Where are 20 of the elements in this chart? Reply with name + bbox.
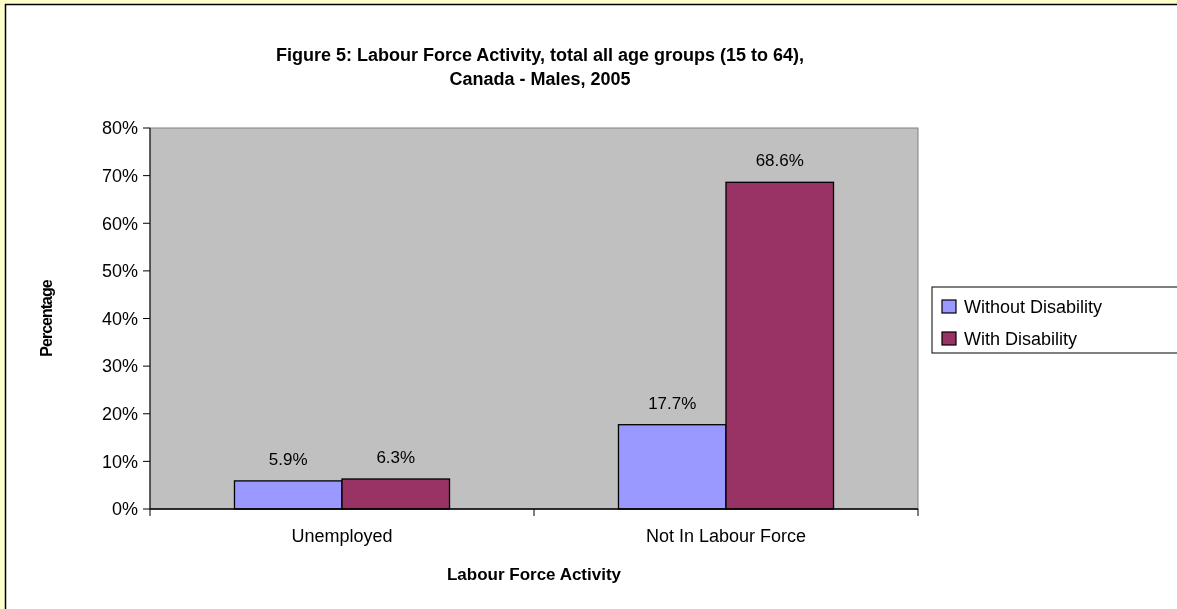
- y-axis-title: Percentage: [38, 279, 55, 357]
- y-tick-label: 20%: [101, 404, 138, 425]
- y-tick-label: 80%: [101, 118, 138, 139]
- y-tick-label: 60%: [101, 213, 138, 234]
- y-tick-label: 40%: [101, 308, 138, 329]
- legend-label: Without Disability: [964, 297, 1103, 317]
- text: 68.6%: [755, 151, 804, 171]
- legend-label: With Disability: [964, 329, 1078, 349]
- y-tick-label: 70%: [101, 165, 138, 186]
- x-tick-label: Not In Labour Force: [645, 526, 807, 546]
- x-axis-title: Labour Force Activity: [446, 565, 622, 584]
- text: 17.7%: [648, 393, 697, 413]
- y-tick-label: 50%: [101, 261, 138, 282]
- text: 6.3%: [376, 448, 416, 467]
- y-tick-label: 30%: [101, 356, 138, 377]
- text: 5.9%: [268, 449, 308, 469]
- x-tick-label: Unemployed: [291, 526, 393, 546]
- y-tick-label: 0%: [111, 499, 138, 520]
- y-tick-label: 10%: [101, 451, 138, 472]
- chart-title: Figure 5: Labour Force Activity, total all age groups (15 to 64), Canada - Males, 2005: [275, 45, 805, 89]
